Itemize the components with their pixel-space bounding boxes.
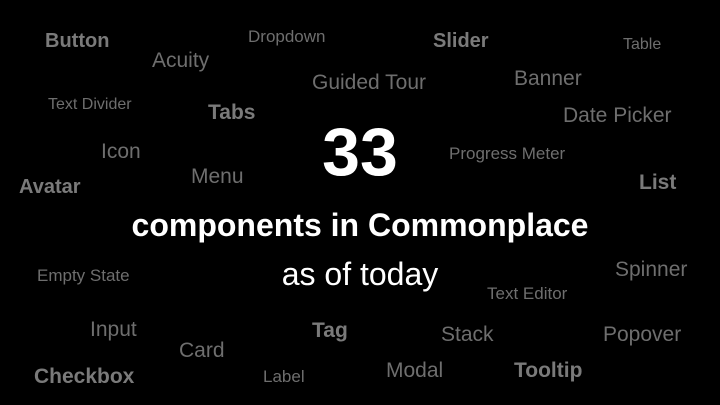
word-acuity: Acuity xyxy=(152,49,210,72)
word-list: List xyxy=(639,171,677,194)
word-menu: Menu xyxy=(191,165,244,188)
word-spinner: Spinner xyxy=(615,258,688,281)
headline-subtext: as of today xyxy=(281,256,439,292)
word-tooltip: Tooltip xyxy=(514,359,583,382)
word-table: Table xyxy=(623,36,662,53)
word-guided-tour: Guided Tour xyxy=(312,71,427,94)
word-empty-state: Empty State xyxy=(37,266,130,285)
word-text-divider: Text Divider xyxy=(48,96,132,113)
word-button: Button xyxy=(45,30,110,52)
word-progress-meter: Progress Meter xyxy=(449,144,566,163)
word-slider: Slider xyxy=(433,30,489,52)
word-date-picker: Date Picker xyxy=(563,104,672,127)
word-input: Input xyxy=(90,318,137,341)
word-modal: Modal xyxy=(386,359,444,382)
word-card: Card xyxy=(179,339,225,362)
word-text-editor: Text Editor xyxy=(487,284,568,303)
word-tag: Tag xyxy=(312,319,348,342)
word-checkbox: Checkbox xyxy=(34,365,135,388)
word-avatar: Avatar xyxy=(19,176,81,198)
word-icon: Icon xyxy=(101,140,141,163)
headline-text: components in Commonplace xyxy=(131,207,589,243)
word-dropdown: Dropdown xyxy=(248,27,326,46)
word-label: Label xyxy=(263,367,305,386)
word-tabs: Tabs xyxy=(208,101,256,124)
word-popover: Popover xyxy=(603,323,682,346)
word-banner: Banner xyxy=(514,67,582,90)
component-count: 33 xyxy=(322,114,398,190)
word-stack: Stack xyxy=(441,323,494,346)
